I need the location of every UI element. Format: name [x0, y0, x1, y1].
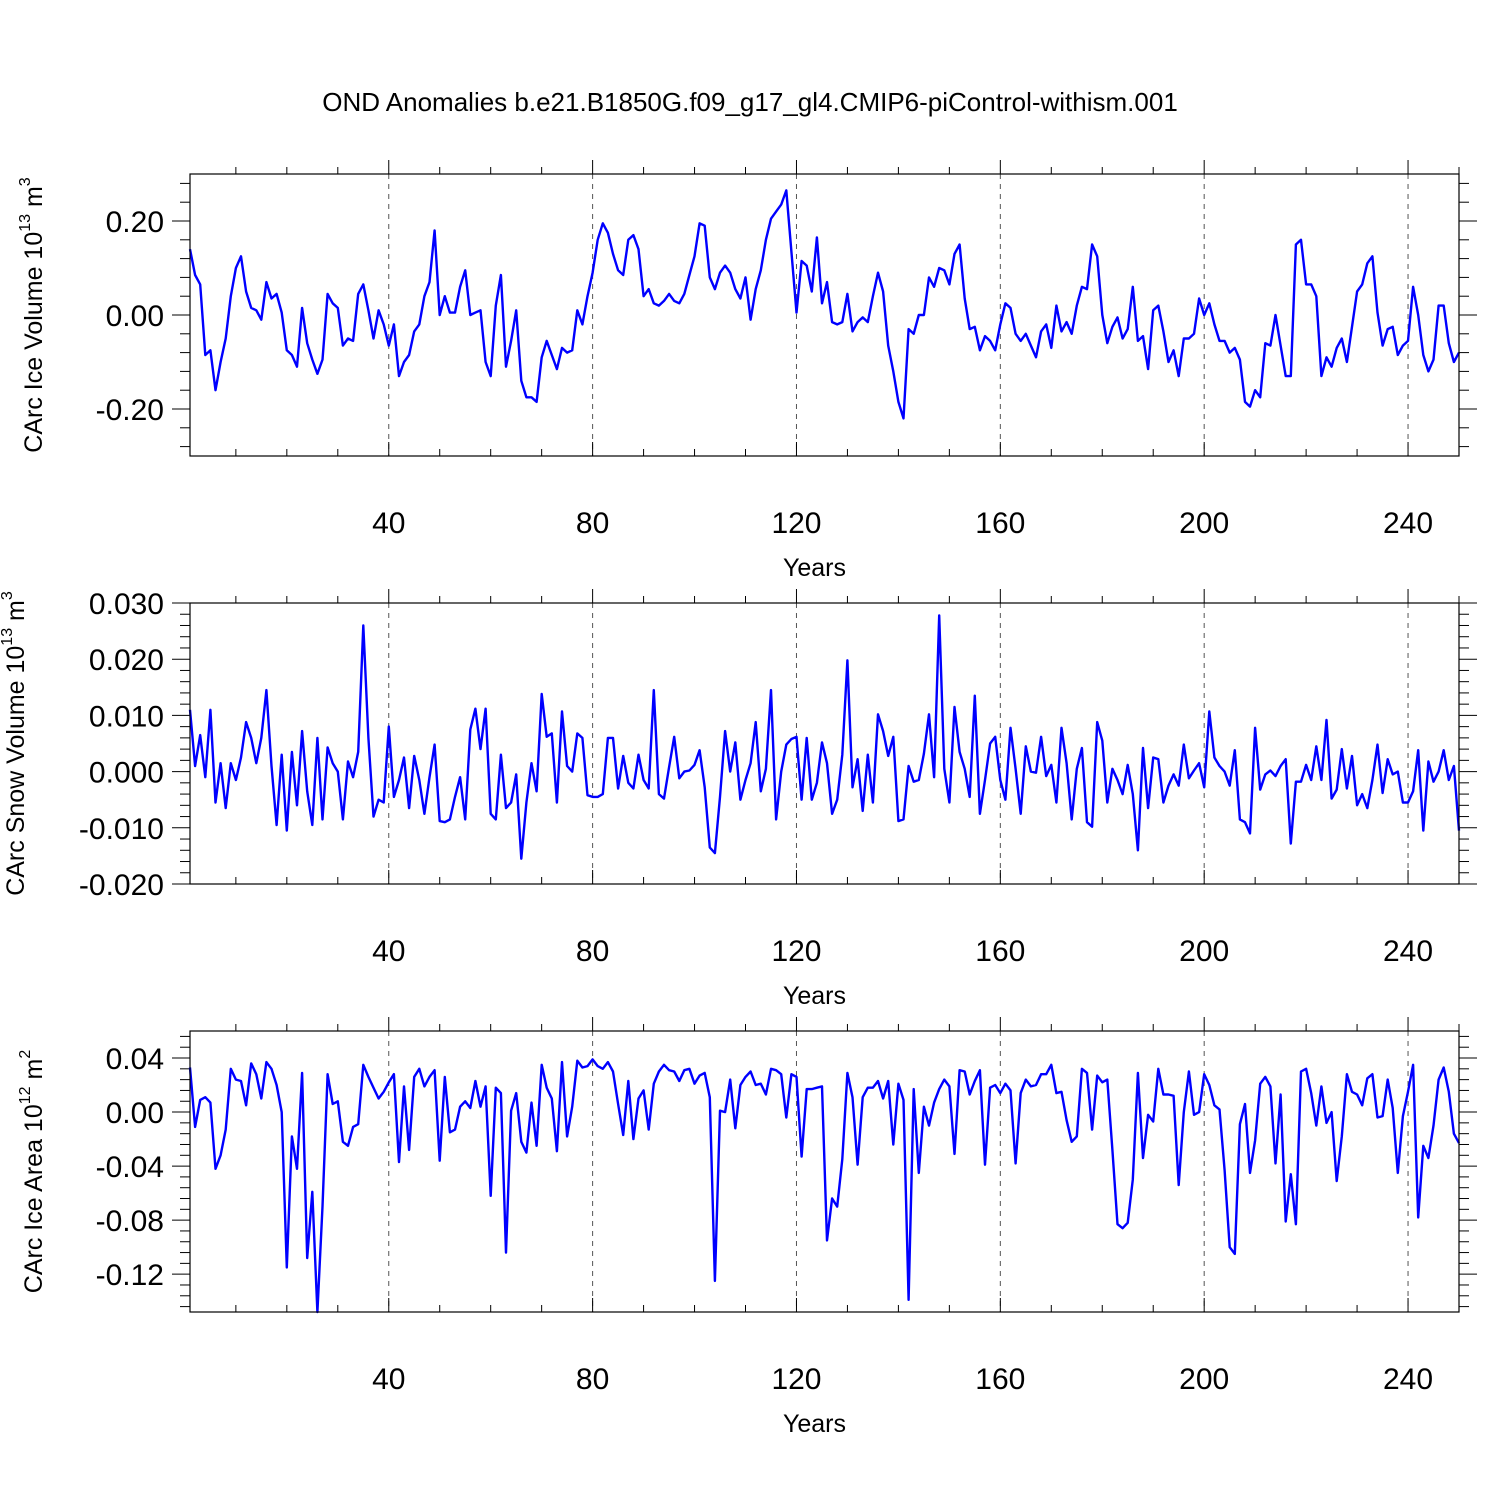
x-tick-label: 40 [372, 507, 405, 540]
y-tick-label: 0.00 [106, 300, 164, 333]
x-tick-label: 40 [372, 935, 405, 968]
data-series-line [188, 1058, 1461, 1314]
y-tick-label: 0.00 [106, 1097, 164, 1130]
y-tick-label: 0.020 [89, 644, 164, 677]
x-tick-label: 120 [771, 507, 821, 540]
y-tick-label: 0.010 [89, 700, 164, 733]
y-tick-label: 0.000 [89, 757, 164, 790]
x-tick-label: 200 [1179, 1363, 1229, 1396]
x-tick-label: 120 [771, 1363, 821, 1396]
x-tick-label: 80 [576, 507, 609, 540]
y-axis-title-text: CArc Ice Area 10 [20, 1104, 48, 1293]
data-series-line [188, 614, 1461, 860]
x-tick-label: 80 [576, 1363, 609, 1396]
y-axis-title-exponent: 13 [0, 628, 16, 646]
x-axis-title: Years [783, 1410, 846, 1438]
y-axis-title: CArc Snow Volume 1013 m3 [0, 591, 30, 896]
figure-title: OND Anomalies b.e21.B1850G.f09_g17_gl4.C… [322, 87, 1178, 117]
x-tick-label: 240 [1383, 1363, 1433, 1396]
y-axis-title-unit-exponent: 3 [17, 177, 34, 186]
y-axis-title: CArc Ice Area 1012 m2 [17, 1050, 48, 1294]
y-tick-label: -0.12 [96, 1259, 164, 1292]
panel-snow-volume: 40 80 120 160 200 240 -0.020 -0.010 0.000 0.010 0.… [0, 588, 1477, 1010]
panel-ice-area: 40 80 120 160 200 240 -0.12 -0.08 -0.04 0.00 0.04 Y… [17, 1017, 1477, 1438]
y-tick-label: -0.20 [96, 394, 164, 427]
y-axis-title-exponent: 12 [17, 1086, 34, 1104]
x-tick-label: 40 [372, 1363, 405, 1396]
x-tick-label: 120 [771, 935, 821, 968]
y-tick-label: -0.04 [96, 1151, 164, 1184]
x-tick-label: 200 [1179, 935, 1229, 968]
y-axis-title-unit: m [20, 1059, 48, 1087]
y-tick-label: 0.04 [106, 1043, 164, 1076]
x-tick-label: 240 [1383, 507, 1433, 540]
data-series-line [188, 189, 1461, 420]
y-axis-title: CArc Ice Volume 1013 m3 [17, 177, 48, 453]
y-axis-title-unit: m [20, 186, 48, 214]
plot-frame [189, 602, 1460, 885]
x-tick-label: 160 [975, 507, 1025, 540]
x-axis-title: Years [783, 554, 846, 582]
y-axis-title-text: CArc Snow Volume 10 [2, 646, 30, 896]
y-axis-title-unit: m [2, 600, 30, 628]
y-tick-label: 0.030 [89, 588, 164, 621]
y-tick-label: -0.08 [96, 1205, 164, 1238]
x-axis-title: Years [783, 982, 846, 1010]
panel-ice-volume: 40 80 120 160 200 240 -0.20 0.00 0.20 Years CArc I… [17, 160, 1477, 582]
y-axis-title-unit-exponent: 2 [17, 1050, 34, 1059]
x-tick-label: 160 [975, 935, 1025, 968]
plot-frame [189, 173, 1460, 457]
x-tick-label: 200 [1179, 507, 1229, 540]
y-axis-title-exponent: 13 [17, 214, 34, 232]
y-tick-label: -0.020 [79, 869, 164, 902]
plot-frame [189, 1030, 1460, 1313]
x-tick-label: 240 [1383, 935, 1433, 968]
x-tick-label: 160 [975, 1363, 1025, 1396]
y-axis-title-text: CArc Ice Volume 10 [20, 232, 48, 453]
y-axis-title-unit-exponent: 3 [0, 591, 16, 600]
y-tick-label: -0.010 [79, 813, 164, 846]
y-tick-label: 0.20 [106, 206, 164, 239]
x-tick-label: 80 [576, 935, 609, 968]
